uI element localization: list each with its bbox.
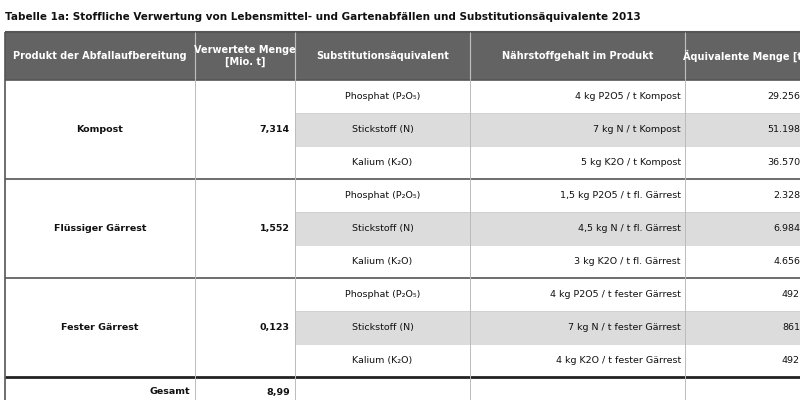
Bar: [5, 32, 195, 80]
Bar: [295, 32, 470, 80]
Text: Phosphat (P₂O₅): Phosphat (P₂O₅): [345, 92, 420, 101]
Text: 8,99: 8,99: [266, 388, 290, 396]
Text: Phosphat (P₂O₅): Phosphat (P₂O₅): [345, 290, 420, 299]
Bar: [470, 146, 685, 179]
Bar: [470, 32, 685, 80]
Text: Kalium (K₂O): Kalium (K₂O): [352, 158, 413, 167]
Bar: [685, 344, 800, 377]
Text: 4.656: 4.656: [773, 257, 800, 266]
Bar: [470, 80, 685, 113]
Bar: [5, 278, 195, 377]
Bar: [470, 344, 685, 377]
Text: 492: 492: [782, 290, 800, 299]
Text: Stickstoff (N): Stickstoff (N): [351, 323, 414, 332]
Text: 7 kg N / t fester Gärrest: 7 kg N / t fester Gärrest: [568, 323, 681, 332]
Bar: [685, 146, 800, 179]
Text: 1,5 kg P2O5 / t fl. Gärrest: 1,5 kg P2O5 / t fl. Gärrest: [560, 191, 681, 200]
Text: Nährstoffgehalt im Produkt: Nährstoffgehalt im Produkt: [502, 51, 653, 61]
Bar: [685, 245, 800, 278]
Bar: [295, 212, 470, 245]
Bar: [5, 179, 195, 278]
Text: 29.256: 29.256: [767, 92, 800, 101]
Bar: [685, 80, 800, 113]
Text: Produkt der Abfallaufbereitung: Produkt der Abfallaufbereitung: [13, 51, 187, 61]
Text: Kalium (K₂O): Kalium (K₂O): [352, 257, 413, 266]
Text: 861: 861: [782, 323, 800, 332]
Text: Äquivalente Menge [t]: Äquivalente Menge [t]: [683, 50, 800, 62]
Bar: [470, 212, 685, 245]
Bar: [685, 278, 800, 311]
Text: Tabelle 1a: Stoffliche Verwertung von Lebensmittel- und Gartenabfällen und Subst: Tabelle 1a: Stoffliche Verwertung von Le…: [5, 12, 641, 22]
Text: Phosphat (P₂O₅): Phosphat (P₂O₅): [345, 191, 420, 200]
Bar: [295, 245, 470, 278]
Bar: [470, 311, 685, 344]
Text: 3 kg K2O / t fl. Gärrest: 3 kg K2O / t fl. Gärrest: [574, 257, 681, 266]
Bar: [685, 212, 800, 245]
Bar: [470, 179, 685, 212]
Bar: [195, 179, 295, 278]
Text: 4,5 kg N / t fl. Gärrest: 4,5 kg N / t fl. Gärrest: [578, 224, 681, 233]
Text: 1,552: 1,552: [260, 224, 290, 233]
Bar: [195, 80, 295, 179]
Text: Kompost: Kompost: [77, 125, 123, 134]
Bar: [470, 113, 685, 146]
Text: 6.984: 6.984: [773, 224, 800, 233]
Text: Stickstoff (N): Stickstoff (N): [351, 125, 414, 134]
Text: Kalium (K₂O): Kalium (K₂O): [352, 356, 413, 365]
Bar: [685, 311, 800, 344]
Text: 4 kg K2O / t fester Gärrest: 4 kg K2O / t fester Gärrest: [556, 356, 681, 365]
Bar: [5, 80, 195, 179]
Bar: [5, 377, 800, 400]
Text: Substitutionsäquivalent: Substitutionsäquivalent: [316, 51, 449, 61]
Text: 36.570: 36.570: [767, 158, 800, 167]
Text: 492: 492: [782, 356, 800, 365]
Text: Verwertete Menge
[Mio. t]: Verwertete Menge [Mio. t]: [194, 45, 296, 67]
Text: 51.198: 51.198: [767, 125, 800, 134]
Text: 7 kg N / t Kompost: 7 kg N / t Kompost: [594, 125, 681, 134]
Bar: [195, 32, 295, 80]
Text: Flüssiger Gärrest: Flüssiger Gärrest: [54, 224, 146, 233]
Bar: [295, 179, 470, 212]
Bar: [470, 278, 685, 311]
Text: 5 kg K2O / t Kompost: 5 kg K2O / t Kompost: [581, 158, 681, 167]
Bar: [295, 146, 470, 179]
Text: Stickstoff (N): Stickstoff (N): [351, 224, 414, 233]
Bar: [685, 113, 800, 146]
Text: 0,123: 0,123: [260, 323, 290, 332]
Bar: [295, 344, 470, 377]
Text: 2.328: 2.328: [773, 191, 800, 200]
Text: Fester Gärrest: Fester Gärrest: [62, 323, 138, 332]
Bar: [295, 80, 470, 113]
Text: 4 kg P2O5 / t Kompost: 4 kg P2O5 / t Kompost: [575, 92, 681, 101]
Bar: [470, 245, 685, 278]
Bar: [295, 311, 470, 344]
Bar: [295, 278, 470, 311]
Text: 4 kg P2O5 / t fester Gärrest: 4 kg P2O5 / t fester Gärrest: [550, 290, 681, 299]
Bar: [295, 113, 470, 146]
Bar: [685, 179, 800, 212]
Text: 7,314: 7,314: [260, 125, 290, 134]
Bar: [685, 32, 800, 80]
Text: Gesamt: Gesamt: [150, 388, 190, 396]
Bar: [195, 278, 295, 377]
